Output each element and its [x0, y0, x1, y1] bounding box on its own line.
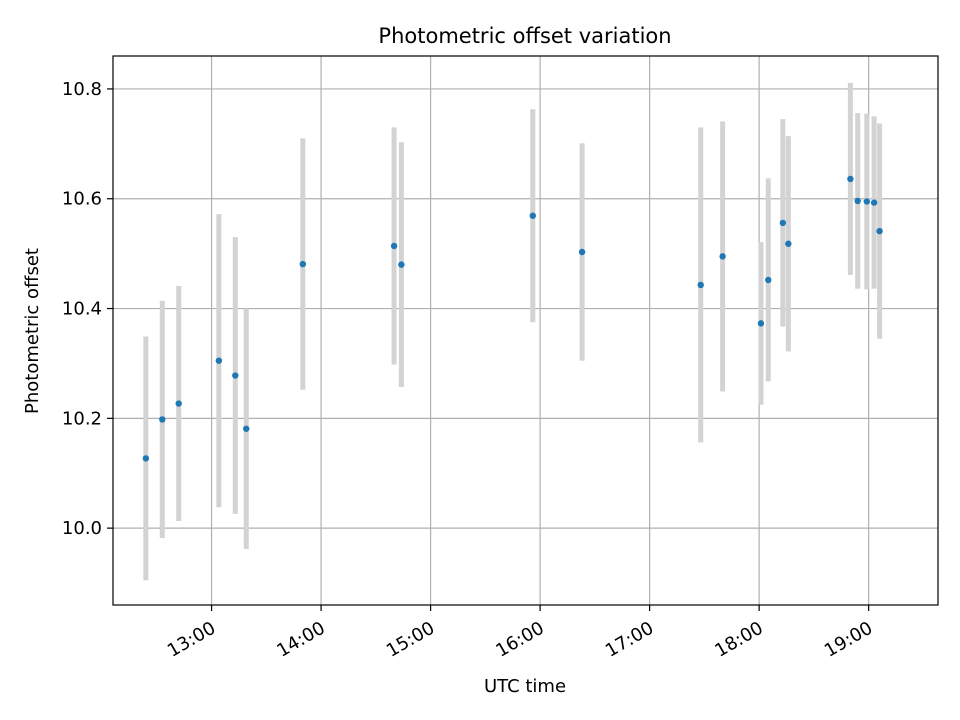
- data-point: [757, 320, 765, 327]
- x-axis-label: UTC time: [484, 676, 566, 697]
- plot-frame: [112, 55, 939, 606]
- y-axis-ticks: 10.0 10.2 10.4 10.6 10.8: [62, 79, 113, 539]
- data-point: [215, 357, 223, 364]
- grid: [113, 56, 938, 605]
- y-tick-label: 10.0: [62, 518, 102, 539]
- data-point: [719, 253, 726, 260]
- data-point: [765, 276, 772, 284]
- data-point: [243, 425, 250, 432]
- data-point: [876, 227, 883, 235]
- data-point: [779, 219, 787, 227]
- data-point: [529, 212, 537, 219]
- data-point: [390, 242, 398, 250]
- y-tick-label: 10.6: [62, 189, 102, 210]
- data-point: [142, 455, 150, 462]
- y-tick-label: 10.2: [62, 408, 102, 429]
- chart-title: Photometric offset variation: [378, 24, 671, 48]
- data-point: [175, 400, 182, 407]
- y-tick-label: 10.4: [62, 299, 102, 320]
- data-point: [870, 199, 878, 206]
- data-point: [159, 416, 166, 423]
- data-point: [232, 372, 239, 379]
- data-point: [299, 260, 307, 268]
- y-tick-label: 10.8: [62, 79, 102, 100]
- data-point: [398, 261, 405, 268]
- data-point: [697, 281, 704, 289]
- data-point: [785, 240, 792, 247]
- data-points: [142, 175, 883, 462]
- data-point: [863, 198, 871, 205]
- data-point: [854, 197, 861, 205]
- y-axis-label: Photometric offset: [22, 248, 43, 414]
- data-point: [847, 175, 854, 183]
- data-point: [578, 248, 586, 256]
